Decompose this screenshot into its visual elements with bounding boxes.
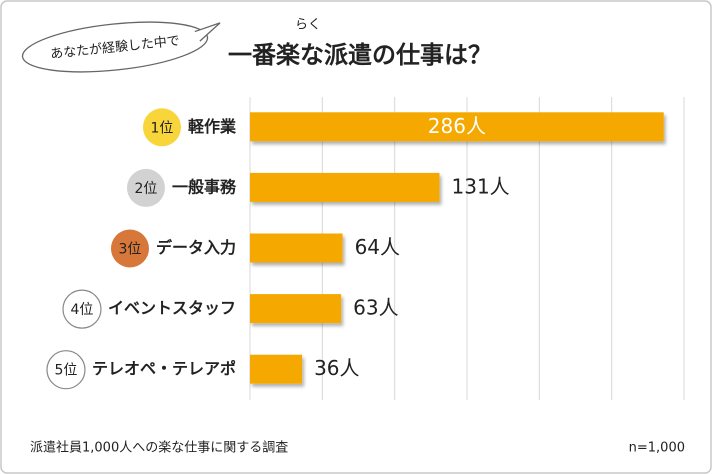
rank-badge xyxy=(126,168,165,207)
value-label: 64人 xyxy=(355,235,400,259)
chart-title: 一番楽な派遣の仕事は？ xyxy=(228,41,492,69)
rank-label: 5位 xyxy=(55,363,78,379)
category-label: データ入力 xyxy=(156,238,236,257)
bubble-tail xyxy=(194,22,221,42)
bar xyxy=(250,233,343,263)
rank-label: 4位 xyxy=(71,302,94,318)
value-label: 63人 xyxy=(353,296,398,320)
rank-badge xyxy=(46,350,86,390)
rank-badge xyxy=(110,229,149,268)
bar xyxy=(250,172,440,202)
rank-label: 1位 xyxy=(151,120,174,136)
category-label: テレオペ・テレアポ xyxy=(92,359,236,378)
rank-badge xyxy=(62,289,102,329)
sample-size: n=1,000 xyxy=(629,441,685,456)
bar xyxy=(250,354,303,384)
category-label: 一般事務 xyxy=(172,177,237,196)
bar xyxy=(250,112,664,142)
category-label: イベントスタッフ xyxy=(108,299,236,318)
category-label: 軽作業 xyxy=(188,117,237,136)
speech-bubble: あなたが経験した中で xyxy=(21,21,221,73)
bar xyxy=(250,294,342,324)
bubble-shape xyxy=(21,21,209,73)
value-label: 131人 xyxy=(452,174,510,198)
value-label: 36人 xyxy=(314,356,359,380)
rank-label: 2位 xyxy=(135,181,158,197)
rank-badge xyxy=(142,108,181,147)
footnote: 派遣社員1,000人への楽な仕事に関する調査 xyxy=(30,440,288,456)
value-label: 286人 xyxy=(428,114,486,138)
rank-label: 3位 xyxy=(119,242,142,258)
title-ruby: らく xyxy=(295,18,321,33)
